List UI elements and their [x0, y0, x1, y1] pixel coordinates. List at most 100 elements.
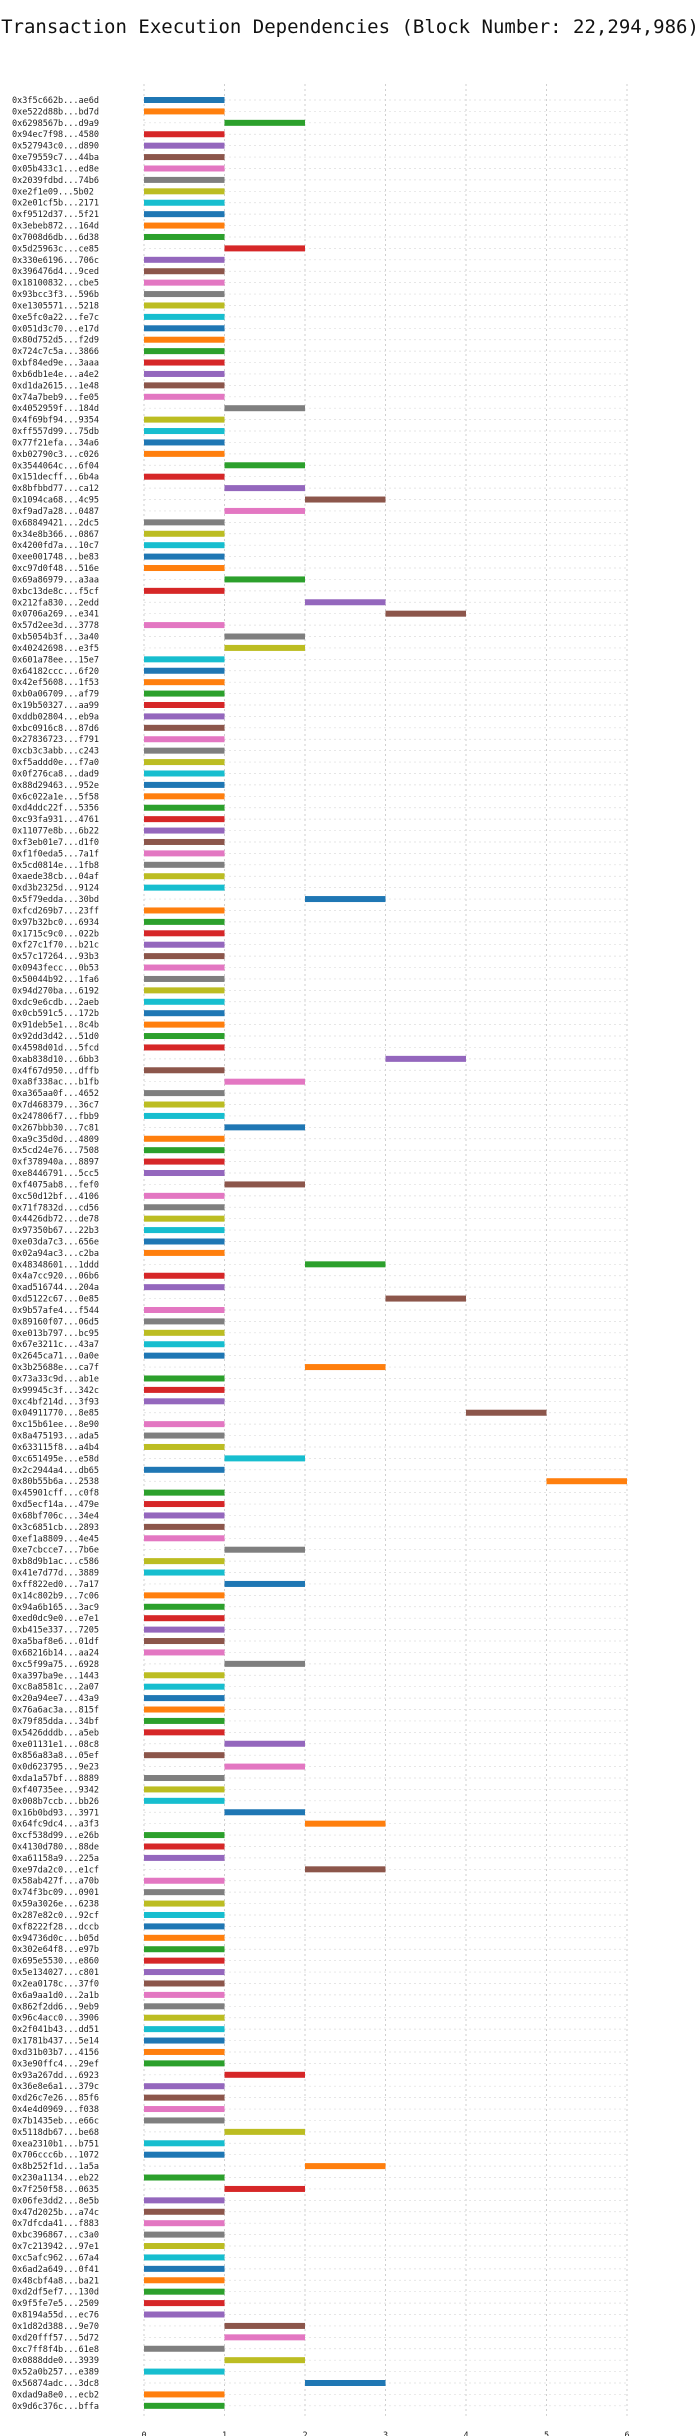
transaction-label: 0xe97da2c0...e1cf — [12, 1865, 99, 1875]
transaction-label: 0x56874adc...3dc8 — [12, 2379, 99, 2389]
transaction-label: 0xab838d10...6bb3 — [12, 1055, 99, 1065]
transaction-bar — [144, 1638, 225, 1645]
transaction-bar — [144, 1272, 225, 1279]
transaction-bar — [144, 359, 225, 366]
transaction-bar — [144, 1535, 225, 1542]
transaction-bar — [144, 1797, 225, 1804]
transaction-bar — [144, 302, 225, 309]
transaction-bar — [144, 713, 225, 720]
transaction-bar — [144, 2368, 225, 2375]
transaction-bar — [144, 2220, 225, 2227]
transaction-bar — [305, 1261, 386, 1268]
transaction-bar — [144, 1284, 225, 1291]
transaction-label: 0xc15b61ee...8e90 — [12, 1420, 99, 1430]
transaction-label: 0x36e8e6a1...379c — [12, 2082, 99, 2092]
transaction-bar — [144, 781, 225, 788]
transaction-bar — [144, 2014, 225, 2021]
transaction-bar — [144, 2391, 225, 2398]
transaction-label: 0x3544064c...6f04 — [12, 461, 99, 471]
transaction-label: 0x9b57afe4...f544 — [12, 1306, 99, 1316]
transaction-label: 0x4426db72...de78 — [12, 1215, 99, 1225]
transaction-bar — [144, 1443, 225, 1450]
transaction-label: 0x2ea0178c...37f0 — [12, 1979, 99, 1989]
transaction-label: 0xe79559c7...44ba — [12, 153, 99, 163]
transaction-label: 0xc5f99a75...6928 — [12, 1660, 99, 1670]
transaction-bar — [144, 142, 225, 149]
transaction-label: 0x59a3026e...6238 — [12, 1900, 99, 1910]
transaction-label: 0x0943fecc...0b53 — [12, 964, 99, 974]
x-tick-label: 5 — [544, 2431, 549, 2436]
transaction-bar — [144, 816, 225, 823]
transaction-label: 0x8a475193...ada5 — [12, 1432, 99, 1442]
transaction-bar — [144, 222, 225, 229]
transaction-bar — [144, 1683, 225, 1690]
transaction-bar — [144, 439, 225, 446]
transaction-bar — [144, 1991, 225, 1998]
transaction-bar — [144, 1306, 225, 1313]
transaction-label: 0x02a94ac3...c2ba — [12, 1249, 99, 1259]
transaction-bar — [144, 1706, 225, 1713]
transaction-label: 0xef1a8809...4e45 — [12, 1534, 99, 1544]
transaction-label: 0xc50d12bf...4106 — [12, 1192, 99, 1202]
transaction-label: 0x57c17264...93b3 — [12, 952, 99, 962]
transaction-label: 0xf9512d37...5f21 — [12, 210, 99, 220]
transaction-label: 0x64182ccc...6f20 — [12, 667, 99, 677]
transaction-label: 0x74a7beb9...fe05 — [12, 393, 99, 403]
transaction-bar — [224, 576, 305, 583]
transaction-bar — [305, 496, 386, 503]
transaction-bar — [144, 1170, 225, 1177]
transaction-bar — [466, 1409, 547, 1416]
transaction-bar — [144, 1934, 225, 1941]
bars — [144, 97, 627, 2409]
transaction-label: 0x2039fdbd...74b6 — [12, 176, 99, 186]
transaction-label: 0x94d270ba...6192 — [12, 986, 99, 996]
transaction-label: 0x0f276ca8...dad9 — [12, 769, 99, 779]
transaction-label: 0xc93fa931...4761 — [12, 815, 99, 825]
transaction-bar — [144, 1238, 225, 1245]
transaction-bar — [144, 1512, 225, 1519]
transaction-label: 0xd3b2325d...9124 — [12, 884, 99, 894]
transaction-label: 0x8194a55d...ec76 — [12, 2311, 99, 2321]
transaction-label: 0x19b50327...aa99 — [12, 701, 99, 711]
transaction-bar — [144, 941, 225, 948]
transaction-bar — [144, 1352, 225, 1359]
transaction-bar — [144, 1832, 225, 1839]
transaction-bar — [144, 1969, 225, 1976]
transaction-label: 0x6a9aa1d0...2a1b — [12, 1991, 99, 2001]
transaction-label: 0x527943c0...d890 — [12, 142, 99, 152]
transaction-bar — [144, 1775, 225, 1782]
transaction-bar — [144, 1626, 225, 1633]
transaction-bar — [144, 233, 225, 240]
transaction-bar — [144, 2243, 225, 2250]
transaction-label: 0x0d623795...9e23 — [12, 1763, 99, 1773]
transaction-bar — [144, 1911, 225, 1918]
transaction-label: 0xdc9e6cdb...2aeb — [12, 998, 99, 1008]
transaction-label: 0x212fa830...2edd — [12, 598, 99, 608]
transaction-bar — [305, 1866, 386, 1873]
transaction-bar — [144, 2060, 225, 2067]
transaction-label: 0xb6db1e4e...a4e2 — [12, 370, 99, 380]
transaction-label: 0x05b433c1...ed8e — [12, 164, 99, 174]
transaction-label: 0xff557d99...75db — [12, 427, 99, 437]
transaction-bar — [144, 1729, 225, 1736]
transaction-label: 0x27836723...f791 — [12, 735, 99, 745]
transaction-label: 0x2e01cf5b...2171 — [12, 199, 99, 209]
transaction-label: 0x94ec7f98...4580 — [12, 130, 99, 140]
transaction-bar — [144, 2197, 225, 2204]
transaction-label: 0xd5ecf14a...479e — [12, 1500, 99, 1510]
transaction-bar — [144, 701, 225, 708]
transaction-bar — [224, 1546, 305, 1553]
transaction-label: 0x6ad2a649...0f41 — [12, 2265, 99, 2275]
transaction-bar — [144, 907, 225, 914]
transaction-label: 0xc651495e...e58d — [12, 1454, 99, 1464]
transaction-bar — [144, 827, 225, 834]
transaction-label: 0xfcd269b7...23ff — [12, 906, 99, 916]
transaction-bar — [144, 2254, 225, 2261]
transaction-bar — [144, 656, 225, 663]
transaction-bar — [224, 1763, 305, 1770]
transaction-bar — [305, 1364, 386, 1371]
transaction-label: 0xee001748...be83 — [12, 553, 99, 563]
transaction-bar — [546, 1478, 627, 1485]
transaction-label: 0xd20fff57...5d72 — [12, 2333, 99, 2343]
